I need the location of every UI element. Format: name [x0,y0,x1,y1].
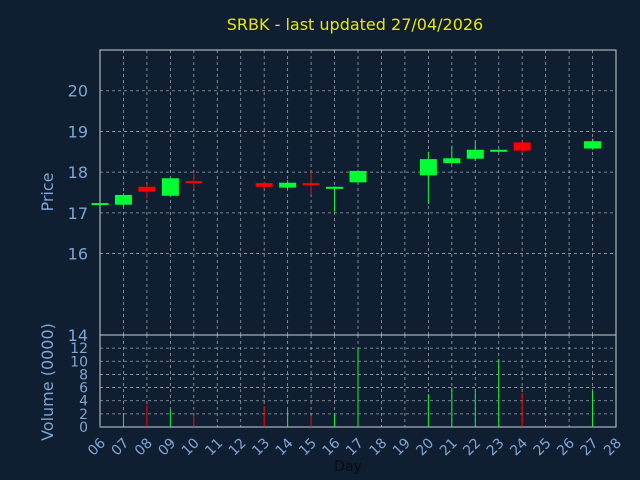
x-tick-label: 28 [601,435,625,459]
volume-tick-label: 2 [79,407,88,423]
x-tick-label: 17 [343,435,367,459]
candle-body [91,203,109,206]
x-tick-label: 22 [460,435,484,459]
volume-tick-label: 8 [79,367,88,383]
candle-body [302,183,320,186]
price-panel: 14 16 17 18 19 20 [68,49,617,345]
x-tick-label: 25 [531,435,555,459]
candle-body [584,141,602,149]
candle-body [443,158,461,164]
y-axis-label: Price [38,172,57,211]
price-tick-label: 18 [68,163,88,182]
volume-axis-label: Volume (0000) [38,323,57,441]
x-tick-label: 18 [366,435,390,459]
x-tick-label: 21 [437,435,461,459]
candle-body [466,149,484,159]
volume-tick-label: 0 [79,420,88,436]
price-tick-label: 17 [68,204,88,223]
x-tick-label: 10 [179,435,203,459]
price-tick-label: 16 [68,245,88,264]
candle-body [349,170,367,183]
x-tick-label: 20 [413,435,437,459]
x-tick-label: 16 [320,435,344,459]
x-tick-label: 09 [155,435,179,459]
x-tick-label: 24 [507,435,531,459]
x-tick-label: 13 [249,435,273,459]
x-tick-label: 14 [273,435,297,459]
chart-title: SRBK - last updated 27/04/2026 [227,15,483,34]
x-tick-label: 15 [296,435,320,459]
candle-body [185,181,203,184]
x-tick-label: 12 [226,435,250,459]
price-tick-label: 20 [68,82,88,101]
candle-body [326,186,344,189]
volume-tick-label: 12 [70,341,88,357]
volume-tick-label: 4 [79,394,88,410]
x-tick-label: 08 [132,435,156,459]
candle-body [490,149,508,152]
candle-body [138,186,156,192]
candle-body [279,182,297,188]
x-tick-label: 19 [390,435,414,459]
candle-body [255,183,273,187]
volume-tick-label: 10 [70,354,88,370]
candle-body [114,194,132,205]
x-axis-label: Day [334,459,362,475]
x-tick-label: 07 [108,435,132,459]
candle-body [419,159,437,176]
candle-body [513,142,531,151]
volume-tick-label: 6 [79,381,88,397]
candle-body [161,178,179,196]
x-tick-label: 23 [484,435,508,459]
x-tick-label: 06 [85,435,109,459]
price-tick-label: 19 [68,122,88,141]
price-tick-label: 14 [68,326,88,345]
x-tick-label: 11 [202,435,226,459]
x-tick-label: 26 [554,435,578,459]
x-tick-label: 27 [578,435,602,459]
